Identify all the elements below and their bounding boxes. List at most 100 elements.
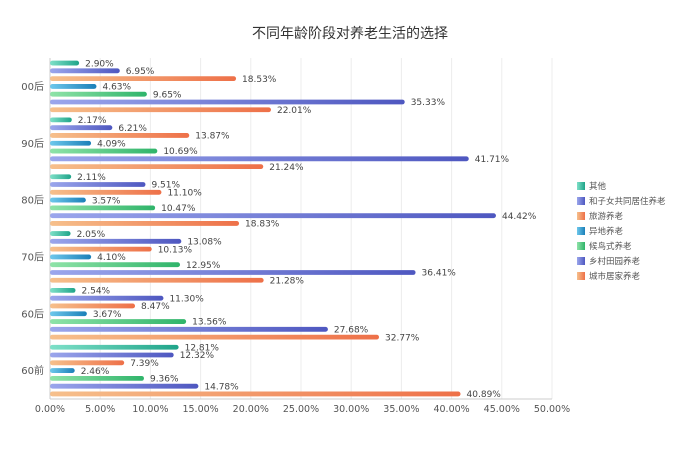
bar — [50, 246, 152, 252]
legend-swatch — [577, 197, 585, 205]
data-label: 7.39% — [130, 359, 159, 369]
bar — [50, 84, 97, 89]
x-tick-label: 15.00% — [182, 404, 218, 415]
data-label: 22.01% — [277, 106, 312, 116]
legend-label: 和子女共同居住养老 — [589, 196, 666, 207]
bar — [50, 231, 71, 236]
bar — [50, 117, 72, 123]
bar — [50, 189, 162, 195]
data-label: 21.28% — [270, 276, 305, 286]
bar — [50, 238, 182, 244]
bar — [50, 221, 240, 226]
category-label: 90后 — [21, 138, 44, 150]
category-label: 00后 — [21, 81, 44, 93]
data-label: 40.89% — [467, 390, 502, 400]
legend-swatch — [577, 182, 585, 190]
x-tick-label: 0.00% — [35, 404, 65, 415]
bar — [50, 107, 271, 113]
bar — [50, 326, 328, 332]
bar — [50, 391, 461, 397]
data-label: 4.63% — [102, 83, 131, 93]
x-tick-label: 50.00% — [534, 404, 570, 415]
legend-swatch — [577, 272, 585, 280]
x-tick-label: 40.00% — [433, 404, 469, 415]
data-label: 11.10% — [167, 188, 202, 198]
data-label: 14.78% — [204, 382, 239, 392]
data-label: 3.67% — [93, 310, 122, 320]
bar — [50, 99, 405, 105]
bar — [50, 197, 86, 203]
grid — [49, 58, 553, 400]
x-axis-ticks: 0.00% 5.00% 10.00% 15.00% 20.00% 25.00% 30.00%… — [35, 404, 570, 415]
bar — [50, 287, 76, 293]
bar — [50, 182, 146, 187]
bar — [50, 383, 199, 389]
bar — [50, 254, 92, 260]
data-label: 18.83% — [245, 220, 280, 230]
bar — [50, 91, 147, 97]
data-label: 3.57% — [92, 196, 121, 206]
data-label: 12.95% — [186, 261, 221, 271]
data-label: 10.69% — [163, 147, 198, 157]
bar — [50, 295, 164, 301]
data-label: 41.71% — [475, 155, 510, 165]
legend-swatch — [577, 242, 585, 250]
bar — [50, 156, 469, 162]
data-label: 2.46% — [81, 367, 110, 377]
legend-label: 乡村田园养老 — [589, 256, 641, 267]
data-label: 2.17% — [78, 116, 107, 126]
data-label: 12.81% — [185, 343, 220, 353]
data-label: 13.56% — [192, 318, 227, 328]
legend-swatch — [577, 212, 585, 220]
bar — [50, 76, 237, 82]
legend-label: 其他 — [589, 181, 607, 192]
bar — [50, 344, 179, 350]
category-label: 80后 — [21, 195, 44, 207]
x-tick-label: 45.00% — [484, 404, 520, 415]
data-label: 12.32% — [180, 351, 215, 361]
data-label: 2.05% — [77, 230, 106, 240]
data-label: 44.42% — [502, 212, 537, 222]
bar — [50, 360, 125, 366]
bar — [50, 174, 72, 180]
data-label: 21.24% — [269, 163, 304, 173]
bar — [50, 375, 144, 381]
legend-label: 异地养老 — [589, 226, 624, 237]
bars: 2.90% 6.95% 18.53% 4.63% 9.65% 35.33% 22.01% 2.… — [50, 59, 537, 400]
bar — [50, 319, 187, 324]
bar — [50, 148, 158, 154]
legend-swatch — [577, 257, 585, 265]
data-label: 10.47% — [161, 204, 196, 214]
bar — [50, 352, 174, 358]
bar — [50, 368, 75, 373]
category-label: 70后 — [21, 251, 44, 263]
x-tick-label: 5.00% — [85, 404, 115, 415]
category-label: 60前 — [21, 364, 44, 377]
data-label: 2.90% — [85, 59, 114, 69]
x-tick-label: 20.00% — [233, 404, 269, 415]
bar — [50, 277, 264, 283]
data-label: 13.87% — [195, 132, 230, 142]
x-tick-label: 10.00% — [132, 404, 168, 415]
chart-title: 不同年龄阶段对养老生活的选择 — [252, 26, 448, 42]
category-label: 60后 — [21, 308, 44, 320]
data-label: 13.08% — [187, 238, 222, 248]
legend-swatch — [577, 227, 585, 235]
bar — [50, 311, 87, 317]
data-label: 11.30% — [169, 294, 204, 304]
bar — [50, 164, 264, 170]
data-label: 6.21% — [118, 124, 147, 134]
bar — [50, 213, 496, 219]
data-label: 4.09% — [97, 139, 126, 149]
data-label: 8.47% — [141, 302, 170, 312]
data-label: 36.41% — [422, 269, 457, 279]
bar — [50, 125, 113, 131]
category-labels: 00后 90后 80后 70后 60后 60前 — [21, 81, 44, 377]
bar — [50, 270, 416, 275]
bar — [50, 303, 136, 309]
x-tick-label: 35.00% — [383, 404, 419, 415]
data-label: 9.51% — [151, 181, 180, 191]
data-label: 9.65% — [153, 90, 182, 100]
